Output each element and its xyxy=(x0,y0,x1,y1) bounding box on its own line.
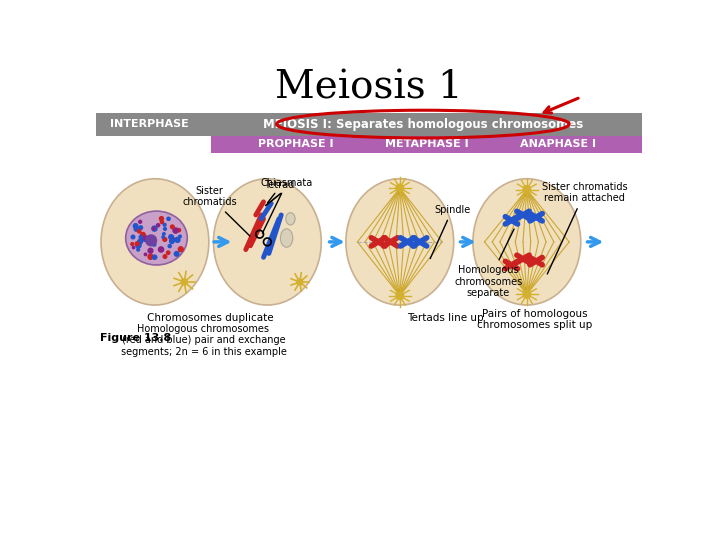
Text: PROPHASE I: PROPHASE I xyxy=(258,139,333,149)
Circle shape xyxy=(297,279,303,285)
Circle shape xyxy=(145,235,156,246)
Circle shape xyxy=(177,228,181,232)
Circle shape xyxy=(163,224,166,226)
Circle shape xyxy=(148,248,153,253)
Ellipse shape xyxy=(101,179,209,305)
Ellipse shape xyxy=(473,179,581,305)
Circle shape xyxy=(131,235,135,239)
Circle shape xyxy=(132,246,135,249)
Text: Sister chromatids
remain attached: Sister chromatids remain attached xyxy=(541,182,627,274)
Circle shape xyxy=(140,232,145,237)
Circle shape xyxy=(167,217,170,220)
Text: Pairs of homologous
chromosomes split up: Pairs of homologous chromosomes split up xyxy=(477,309,592,330)
Circle shape xyxy=(156,224,160,227)
Circle shape xyxy=(170,239,174,244)
Ellipse shape xyxy=(346,179,454,305)
Circle shape xyxy=(135,242,139,246)
Text: METAPHASE I: METAPHASE I xyxy=(385,139,469,149)
Circle shape xyxy=(163,227,166,230)
Circle shape xyxy=(148,237,153,241)
Circle shape xyxy=(166,251,170,254)
Ellipse shape xyxy=(126,211,187,265)
Circle shape xyxy=(139,235,143,239)
Circle shape xyxy=(168,235,174,239)
Circle shape xyxy=(396,292,404,300)
Circle shape xyxy=(171,225,174,228)
Circle shape xyxy=(137,243,140,246)
Text: ANAPHASE I: ANAPHASE I xyxy=(520,139,595,149)
Circle shape xyxy=(138,230,141,233)
Circle shape xyxy=(143,235,148,240)
Circle shape xyxy=(136,242,141,248)
Circle shape xyxy=(152,226,157,231)
Ellipse shape xyxy=(213,179,321,305)
Circle shape xyxy=(153,242,156,246)
Text: Meiosis 1: Meiosis 1 xyxy=(275,70,463,106)
Circle shape xyxy=(148,254,153,259)
Text: Chiasmata: Chiasmata xyxy=(261,178,312,233)
Circle shape xyxy=(163,233,165,235)
Ellipse shape xyxy=(281,229,293,247)
Circle shape xyxy=(152,227,155,230)
Circle shape xyxy=(161,220,163,224)
Circle shape xyxy=(173,228,178,233)
Circle shape xyxy=(133,224,138,228)
Circle shape xyxy=(143,237,148,241)
Text: Spindle: Spindle xyxy=(431,205,470,259)
Bar xyxy=(96,112,642,136)
Ellipse shape xyxy=(286,213,295,225)
Circle shape xyxy=(139,226,143,230)
Circle shape xyxy=(153,255,157,259)
Circle shape xyxy=(523,291,531,298)
Text: Homologous
chromosomes
separate: Homologous chromosomes separate xyxy=(454,229,523,298)
Circle shape xyxy=(168,245,171,248)
Circle shape xyxy=(139,220,142,223)
Bar xyxy=(211,136,642,153)
Circle shape xyxy=(175,238,180,242)
Text: Tetrad: Tetrad xyxy=(264,179,294,190)
Circle shape xyxy=(179,247,183,252)
Circle shape xyxy=(145,238,149,241)
Circle shape xyxy=(163,238,167,241)
Circle shape xyxy=(144,253,147,255)
Circle shape xyxy=(144,236,147,240)
Text: Chromosomes duplicate: Chromosomes duplicate xyxy=(148,313,274,323)
Circle shape xyxy=(158,247,163,252)
Circle shape xyxy=(396,184,404,192)
Circle shape xyxy=(523,186,531,193)
Circle shape xyxy=(134,227,139,231)
Circle shape xyxy=(163,255,167,258)
Circle shape xyxy=(162,236,164,238)
Text: Sister
chromatids: Sister chromatids xyxy=(182,186,250,236)
Text: Tertads line up: Tertads line up xyxy=(408,313,484,323)
Circle shape xyxy=(138,239,143,244)
Text: Homologous chromosomes
(red and blue) pair and exchange
segments; 2n = 6 in this: Homologous chromosomes (red and blue) pa… xyxy=(120,323,287,357)
Circle shape xyxy=(131,242,134,245)
Circle shape xyxy=(159,217,163,221)
Text: INTERPHASE: INTERPHASE xyxy=(110,119,189,129)
Circle shape xyxy=(141,239,143,241)
Circle shape xyxy=(172,238,175,241)
Circle shape xyxy=(174,252,179,256)
Circle shape xyxy=(181,279,187,285)
Text: MEIOSIS I: Separates homologous chromosomes: MEIOSIS I: Separates homologous chromoso… xyxy=(263,118,583,131)
Circle shape xyxy=(179,235,181,238)
Circle shape xyxy=(137,248,140,251)
Text: Figure 13.8: Figure 13.8 xyxy=(99,333,171,343)
